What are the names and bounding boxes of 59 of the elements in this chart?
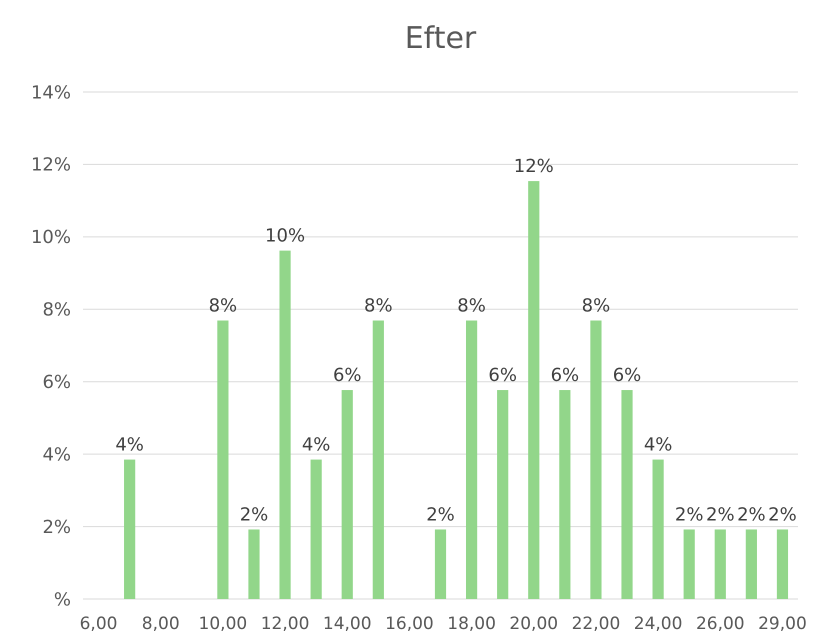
bar [684,529,695,599]
data-label: 2% [674,504,704,526]
data-label: 6% [332,365,362,386]
y-tick-label: 6% [42,372,71,394]
data-label: 6% [488,365,517,386]
bar [279,250,291,599]
bar [497,390,508,599]
data-label: 8% [582,296,610,317]
data-label: 4% [644,434,672,456]
bar [590,320,602,599]
x-tick-label: 8,00 [142,614,180,634]
data-label: 10% [265,226,306,247]
x-tick-label: 14,00 [322,614,372,634]
bar [434,529,446,599]
bar [310,460,322,599]
x-tick-label: 24,00 [634,614,682,634]
chart-title: Efter [404,21,477,56]
data-label: 4% [302,434,330,456]
data-label: 2% [706,504,735,526]
bar [372,320,384,599]
y-tick-label: 8% [42,300,71,321]
bar [124,460,136,599]
bar [217,320,228,599]
data-label: 2% [737,504,766,526]
bar [528,181,540,599]
bar [466,320,478,599]
data-label: 8% [364,296,393,317]
bar [746,529,757,599]
x-tick-label: 18,00 [447,614,496,634]
y-tick-label: 2% [42,516,71,538]
data-label: 2% [240,504,268,526]
x-tick-label: 29,00 [758,614,807,634]
y-tick-label: 12% [30,154,71,176]
bar [714,529,726,599]
data-label: 6% [612,365,642,386]
x-tick-label: 12,00 [260,614,310,634]
data-label: 2% [426,504,455,526]
bar [248,529,260,599]
data-label: 2% [768,504,797,526]
x-tick-label: 26,00 [696,614,745,634]
y-tick-label: % [54,589,71,610]
bar [342,390,353,599]
data-label: 8% [208,296,238,317]
y-tick-label: 10% [30,227,71,248]
x-tick-label: 16,00 [385,614,434,634]
bar [652,460,664,599]
x-tick-label: 22,00 [572,614,620,634]
bar [776,529,788,599]
data-label: 12% [514,156,554,178]
x-tick-label: 10,00 [198,614,248,634]
x-tick-label: 20,00 [509,614,558,634]
bar [559,390,570,599]
y-tick-label: 4% [42,444,71,466]
bar [621,390,633,599]
data-label: 6% [550,365,580,386]
x-tick-label: 6,00 [80,614,118,634]
data-label: 4% [115,434,144,456]
data-label: 8% [457,296,486,317]
y-tick-label: 14% [30,82,71,104]
